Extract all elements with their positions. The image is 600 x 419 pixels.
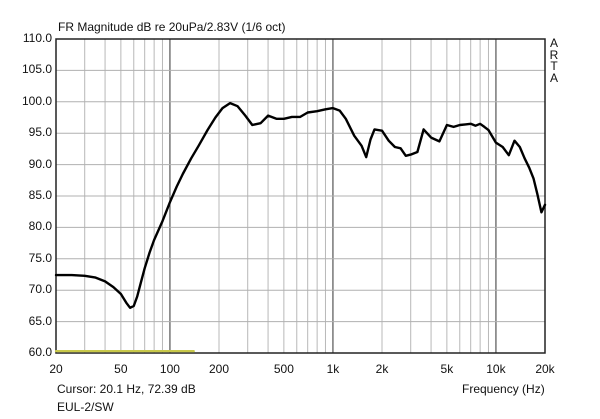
y-tick-label: 65.0 (28, 313, 52, 328)
x-tick-label: 100 (159, 362, 180, 376)
y-tick-label: 100.0 (21, 93, 52, 108)
y-tick-label: 80.0 (28, 219, 52, 234)
x-tick-label: 1k (326, 362, 340, 376)
x-tick-label: 200 (208, 362, 230, 376)
plot-frame (55, 38, 546, 354)
x-tick-label: 500 (273, 362, 294, 376)
x-tick-label: 10k (486, 362, 506, 376)
device-label: EUL-2/SW (57, 400, 114, 414)
x-tick-label: 20 (49, 362, 63, 376)
x-axis-title: Frequency (Hz) (462, 382, 545, 396)
x-tick-label: 5k (440, 362, 454, 376)
arta-letter: A (549, 70, 558, 85)
arta-letter: T (550, 59, 558, 73)
y-tick-label: 110.0 (22, 31, 52, 45)
y-tick-label: 105.0 (21, 62, 52, 77)
y-tick-label: 95.0 (28, 125, 52, 140)
chart-title: FR Magnitude dB re 20uPa/2.83V (1/6 oct) (58, 20, 286, 34)
y-tick-label: 70.0 (28, 282, 52, 297)
x-tick-label: 50 (114, 362, 128, 376)
x-tick-label: 20k (535, 362, 555, 376)
arta-letter: A (549, 36, 558, 50)
response-curve (54, 101, 547, 309)
arta-letter: R (549, 47, 559, 62)
arta-logo: A R T A (549, 36, 559, 85)
y-tick-label: 90.0 (28, 156, 52, 171)
y-tick-label: 85.0 (28, 188, 52, 202)
y-tick-label: 60.0 (28, 345, 52, 359)
y-tick-label: 75.0 (28, 250, 52, 265)
x-tick-label: 2k (375, 362, 389, 376)
cursor-readout: Cursor: 20.1 Hz, 72.39 dB (57, 382, 196, 396)
